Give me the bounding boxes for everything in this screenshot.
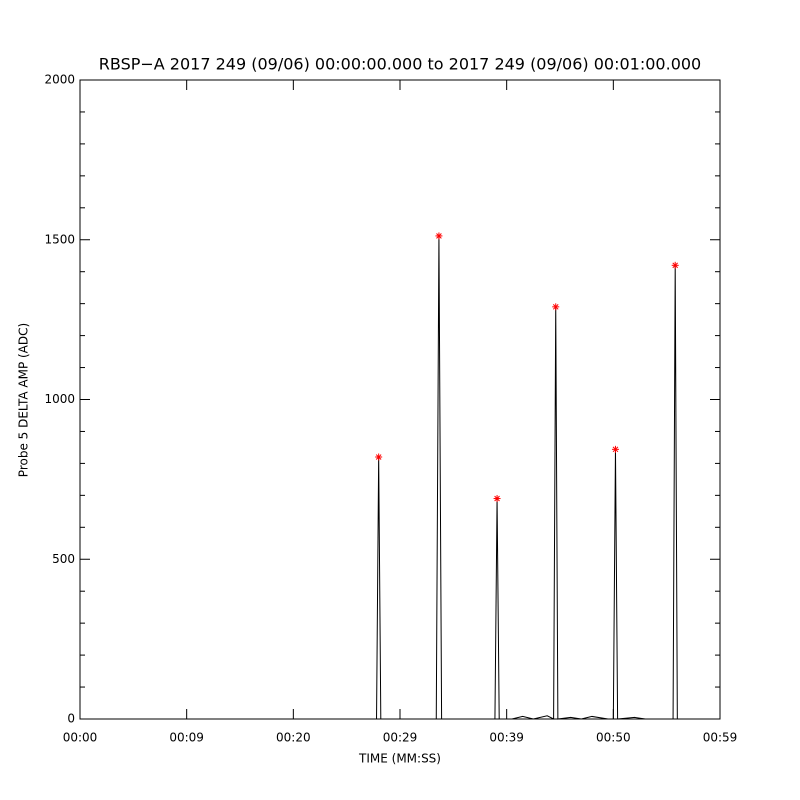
chart-title: RBSP−A 2017 249 (09/06) 00:00:00.000 to …	[99, 55, 701, 74]
x-tick-label: 00:00	[63, 731, 98, 745]
x-tick-label: 00:09	[169, 731, 204, 745]
peak-marker	[493, 495, 501, 503]
x-tick-label: 00:20	[276, 731, 311, 745]
peak-marker	[375, 453, 383, 461]
marker-stroke	[436, 233, 442, 239]
x-axis-label: TIME (MM:SS)	[358, 752, 441, 766]
marker-stroke	[672, 262, 679, 269]
data-line	[80, 235, 720, 720]
y-tick-label: 1000	[44, 392, 75, 406]
peak-marker	[611, 445, 619, 453]
y-tick-label: 2000	[44, 73, 75, 87]
y-tick-label: 1500	[44, 232, 75, 246]
x-tick-label: 00:50	[596, 731, 631, 745]
y-tick-label: 500	[52, 552, 75, 566]
peak-marker	[552, 303, 560, 311]
peak-marker	[435, 232, 443, 240]
x-tick-label: 00:59	[703, 731, 738, 745]
marker-stroke	[375, 454, 382, 460]
x-tick-label: 00:39	[489, 731, 524, 745]
marker-stroke	[612, 446, 619, 453]
y-tick-label: 0	[67, 712, 75, 726]
y-axis-label: Probe 5 DELTA AMP (ADC)	[17, 323, 31, 477]
peak-marker	[671, 261, 679, 269]
plot-frame	[79, 79, 721, 720]
x-tick-label: 00:29	[383, 731, 418, 745]
marker-stroke	[494, 495, 500, 502]
marker-stroke	[552, 304, 559, 310]
